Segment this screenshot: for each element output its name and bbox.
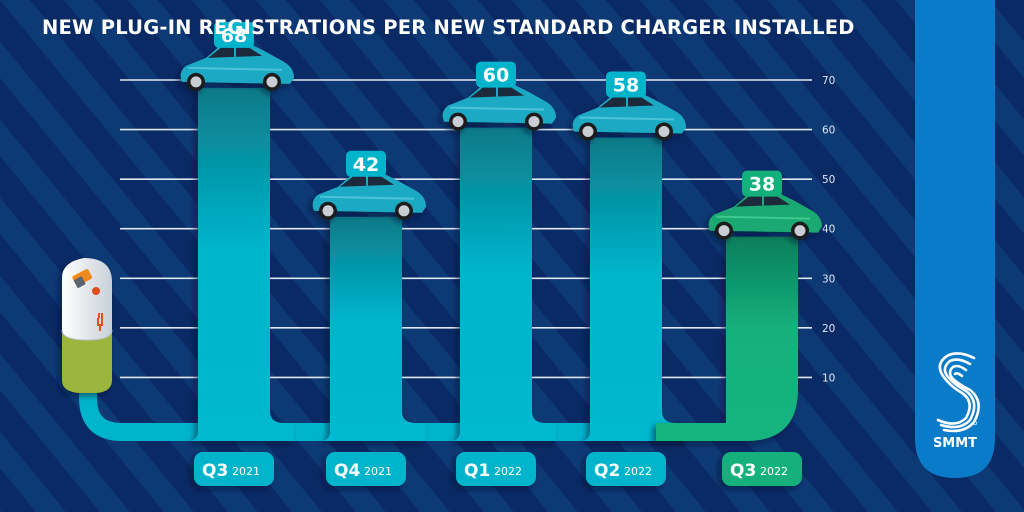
bar-highlight	[656, 236, 798, 441]
button-icon	[92, 287, 100, 295]
car-icon	[312, 172, 426, 220]
x-tick-quarter: Q2	[594, 461, 620, 481]
x-category-badge	[722, 452, 802, 486]
car-icon	[442, 82, 556, 131]
x-category-badge	[194, 452, 274, 486]
value-badge	[742, 170, 782, 197]
bars	[188, 87, 798, 442]
bar	[320, 216, 426, 441]
y-axis-ticks: 10 20 30 40 50 60 70	[822, 75, 835, 384]
y-tick-label: 70	[822, 75, 835, 87]
x-tick-quarter: Q3	[730, 461, 756, 481]
x-tick-year: 2021	[364, 465, 392, 478]
background-stripe	[0, 353, 130, 512]
background-stripe	[704, 0, 1024, 391]
cars	[180, 43, 822, 240]
background-stripe	[576, 0, 1024, 512]
x-tick-year: 2022	[494, 465, 522, 478]
data-label: 60	[483, 65, 509, 87]
y-tick-label: 20	[822, 323, 835, 335]
y-tick-label: 30	[822, 273, 835, 285]
ev-charger-icon	[61, 258, 113, 393]
bar	[580, 137, 686, 441]
x-tick-quarter: Q1	[464, 461, 490, 481]
bar	[188, 87, 294, 442]
x-tick-year: 2022	[624, 465, 652, 478]
bar	[450, 127, 556, 442]
value-badge	[214, 21, 254, 48]
cable-track	[79, 392, 726, 441]
data-label: 38	[749, 174, 775, 196]
brand-name: SMMT	[932, 436, 978, 451]
smmt-s-logo-icon	[936, 352, 980, 433]
y-tick-label: 60	[822, 125, 835, 137]
data-label: 68	[221, 25, 247, 47]
car-icon	[180, 43, 294, 91]
plug-icon	[97, 313, 103, 331]
data-label: 42	[353, 154, 379, 176]
x-category-badge	[456, 452, 536, 486]
x-category-badge	[586, 452, 666, 486]
value-labels: 68 42 60 58 38	[214, 21, 782, 197]
card-reader-icon	[72, 269, 93, 288]
background-stripe	[0, 41, 386, 512]
chart-title: NEW PLUG-IN REGISTRATIONS PER NEW STANDA…	[42, 16, 855, 39]
y-tick-label: 50	[822, 174, 835, 186]
charger-cable	[79, 392, 726, 441]
registered-mark-icon	[972, 420, 978, 426]
x-category-badge	[326, 452, 406, 486]
x-tick-quarter: Q4	[334, 461, 360, 481]
value-badge	[346, 150, 386, 177]
x-tick-quarter: Q3	[202, 461, 228, 481]
car-icon	[708, 191, 822, 240]
x-tick-year: 2022	[760, 465, 788, 478]
value-badge	[606, 71, 646, 98]
data-label: 58	[613, 74, 639, 96]
background-stripe	[640, 0, 1024, 469]
y-tick-label: 10	[822, 372, 835, 384]
y-tick-label: 40	[822, 224, 835, 236]
smmt-brand-panel	[915, 0, 995, 478]
x-tick-year: 2021	[232, 465, 260, 478]
background-stripe	[0, 509, 2, 512]
car-icon	[572, 92, 686, 141]
background-stripe	[0, 431, 66, 512]
value-badge	[476, 61, 516, 88]
x-axis-labels: Q3 2021 Q4 2021 Q1 2022 Q2 2022 Q3 2022	[194, 452, 802, 486]
